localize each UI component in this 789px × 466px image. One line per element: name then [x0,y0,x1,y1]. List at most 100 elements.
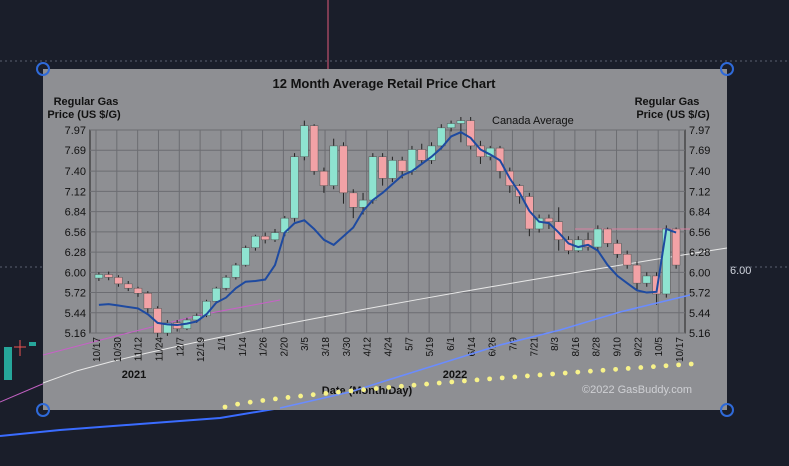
dot-10 [348,388,354,394]
dot-28 [575,369,581,375]
dot-25 [537,372,543,378]
x-tick-13: 4/12 [363,337,374,357]
candle-body-52 [603,228,612,244]
dot-13 [386,384,392,390]
candle-2 [114,275,123,287]
dot-23 [512,374,518,380]
candle-36 [446,120,456,132]
candle-45 [534,214,544,233]
handle-top-right[interactable] [720,62,734,76]
x-tick-7: 1/14 [238,337,249,357]
dot-3 [260,398,266,403]
dot-9 [336,389,341,395]
candle-body-50 [583,239,593,248]
candle-18 [270,228,280,242]
dot-8 [323,390,329,396]
candle-21 [300,120,309,161]
y-tick-left-10: 5.16 [65,328,86,340]
y-tick-right-3: 7.12 [689,186,710,198]
candle-body-44 [525,196,534,230]
y-tick-right-0: 7.97 [689,125,710,137]
x-tick-14: 4/24 [384,337,395,357]
year-label-2021: 2021 [122,369,146,381]
candle-body-0 [94,274,104,279]
dot-11 [361,387,366,393]
y-tick-left-5: 6.56 [65,227,86,239]
candle-body-2 [114,277,123,285]
x-tick-3: 11/24 [154,337,165,362]
dot-21 [487,376,492,382]
candle-59 [671,227,681,269]
candle-body-51 [593,228,603,248]
candle-body-1 [104,274,113,278]
candles [94,116,681,338]
dot-5 [285,395,291,400]
y-tick-right-9: 5.44 [689,308,710,320]
x-tick-10: 3/5 [300,337,311,351]
y-tick-right-8: 5.72 [689,288,710,300]
y-tick-left-9: 5.44 [65,308,86,320]
bg-price-label-1: 6.00 [730,265,751,277]
candle-29 [378,153,387,186]
candle-body-35 [437,127,446,147]
candle-33 [417,143,426,164]
candle-5 [143,291,152,313]
candle-23 [319,167,329,193]
chart-title: 12 Month Average Retail Price Chart [273,76,497,91]
candle-20 [290,153,299,222]
candle-28 [368,153,377,204]
dot-24 [525,373,530,379]
grid [90,129,685,334]
candle-15 [241,245,250,267]
handle-bottom-left[interactable] [36,403,50,417]
candle-body-21 [300,125,309,157]
candle-55 [632,261,642,291]
bg-price-labels: 6.00 [730,265,751,277]
legend-canada-average: Canada Average [492,115,574,127]
candle-body-24 [329,145,338,186]
candle-14 [231,262,241,280]
x-tick-27: 10/5 [654,337,665,357]
candle-17 [261,232,270,244]
x-tick-2: 11/12 [134,337,145,362]
dot-2 [247,399,253,405]
dot-15 [411,382,417,388]
dot-33 [638,365,644,370]
x-tick-11: 3/18 [321,337,332,357]
handle-bottom-right[interactable] [720,403,734,417]
candle-1 [104,271,113,281]
x-tick-25: 9/10 [613,337,624,357]
dot-0 [222,404,228,410]
dot-17 [436,380,442,386]
candle-35 [437,124,446,150]
candle-body-7 [163,322,172,334]
x-tick-5: 12/19 [196,337,207,362]
candle-26 [349,189,358,219]
candle-body-54 [623,254,632,266]
candle-12 [212,286,221,304]
x-tick-16: 5/19 [425,337,436,357]
y-tick-left-3: 7.12 [65,186,86,198]
y-tick-left-0: 7.97 [65,125,86,137]
handle-top-left[interactable] [36,62,50,76]
x-tick-9: 2/20 [279,337,290,357]
y-tick-right-6: 6.28 [689,247,710,259]
candle-body-47 [554,221,563,241]
x-tick-12: 3/30 [342,337,353,357]
x-tick-15: 5/7 [404,337,415,351]
dot-20 [474,377,480,383]
candle-body-23 [319,170,329,186]
y-tick-left-2: 7.40 [65,166,86,178]
x-ticks: 10/17 10/30 11/12 11/24 12/7 12/19 1/1 1/14 1/26… [92,337,686,362]
x-tick-6: 1/1 [217,337,228,351]
dot-4 [273,396,278,402]
candle-53 [613,239,622,258]
dot-14 [399,383,404,389]
candle-body-29 [378,156,387,179]
ylabel-left-line1: Regular Gas [54,96,119,108]
dot-16 [424,381,429,387]
candle-body-56 [642,275,651,284]
dot-22 [499,375,505,381]
candle-37 [456,116,466,143]
